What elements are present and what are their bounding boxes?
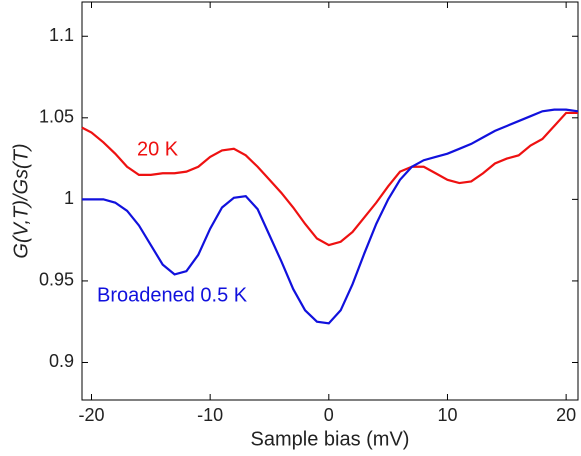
plot-frame [81,1,579,401]
series-label: Broadened 0.5 K [97,284,248,306]
x-tick-label: 0 [324,405,334,425]
y-axis-label: G(V,T)/Gs(T) [10,143,32,258]
y-tick-label: 1.1 [49,25,74,45]
series-label: 20 K [137,138,179,160]
y-tick-label: 1 [64,188,74,208]
x-tick-label: -10 [197,405,223,425]
x-tick-label: -20 [78,405,104,425]
y-tick-label: 0.95 [39,270,74,290]
y-tick-label: 0.9 [49,351,74,371]
x-tick-label: 20 [556,405,576,425]
x-axis-label: Sample bias (mV) [251,428,410,450]
x-tick-label: 10 [437,405,457,425]
series-line [82,108,579,325]
y-tick-label: 1.05 [39,107,74,127]
series-line [81,111,578,247]
